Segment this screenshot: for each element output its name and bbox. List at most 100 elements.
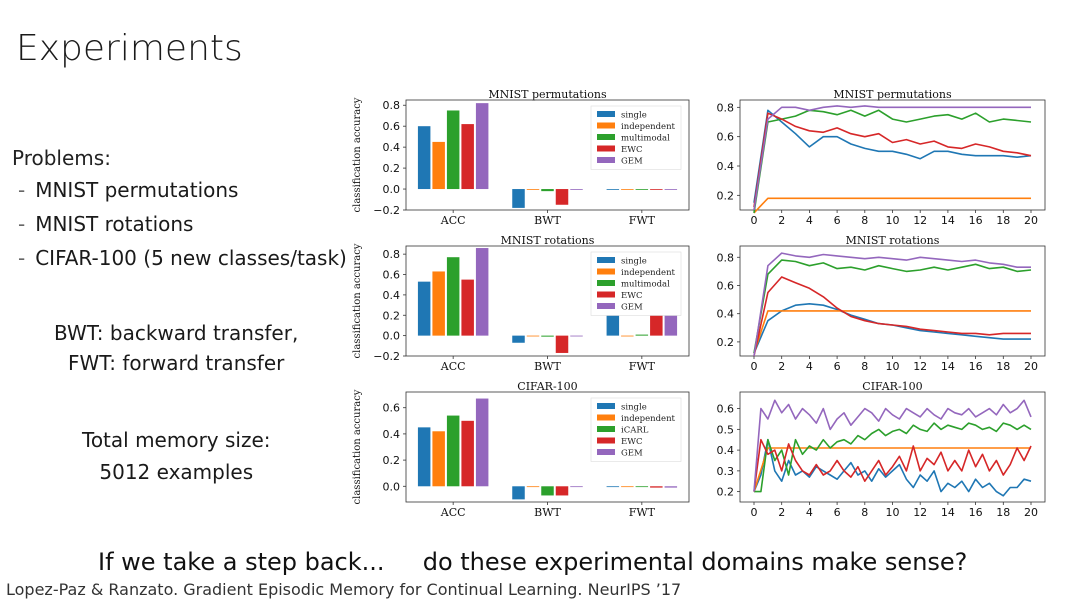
bar: [417, 281, 431, 336]
legend-swatch: [597, 426, 615, 432]
list-item: - MNIST rotations: [18, 212, 194, 236]
series-line: [753, 438, 1032, 497]
chart-title: MNIST permutations: [833, 88, 952, 101]
y-tick-label: 0.4: [383, 141, 401, 154]
bar: [650, 189, 663, 190]
series-line: [753, 105, 1031, 211]
bar: [635, 334, 649, 336]
series-line: [753, 252, 1031, 357]
y-axis-label: classification accuracy: [352, 97, 363, 212]
question-part-b: do these experimental domains make sense…: [422, 548, 968, 576]
line-chart-mnist-rotations: MNIST rotations 0.2 0.4 0.6 0.8 0 2 4 6 8 10 12 14 16…: [717, 234, 1046, 373]
x-tick-label: 8: [861, 360, 868, 373]
y-tick-label: 0.0: [383, 330, 401, 343]
legend-swatch: [597, 291, 615, 298]
y-tick-label: 0.8: [717, 251, 735, 264]
legend-swatch: [597, 257, 615, 263]
legend-swatch: [597, 145, 615, 152]
legend-swatch: [597, 449, 615, 455]
series-line: [753, 438, 1032, 492]
legend-label: single: [621, 111, 647, 121]
y-tick-label: 0.6: [717, 131, 735, 144]
x-tick-label: 14: [941, 360, 955, 373]
bar: [621, 189, 634, 190]
list-item: - MNIST permutations: [18, 178, 239, 202]
category-label: ACC: [440, 214, 466, 227]
x-tick-label: 4: [806, 214, 813, 227]
bar: [650, 486, 663, 488]
legend-label: single: [621, 257, 647, 267]
series-line: [753, 112, 1032, 208]
category-label: FWT: [629, 360, 656, 373]
problems-heading: Problems:: [12, 146, 111, 170]
y-tick-label: 0.2: [383, 162, 401, 175]
x-tick-label: 12: [913, 214, 927, 227]
category-label: BWT: [534, 506, 561, 519]
series-line: [753, 447, 1031, 492]
series-line: [753, 276, 1031, 357]
x-tick-label: 4: [806, 506, 813, 519]
bar: [417, 126, 431, 190]
x-tick-label: 0: [751, 506, 758, 519]
closing-question: If we take a step back... do these exper…: [98, 548, 967, 576]
y-tick-label: 0.2: [717, 336, 735, 349]
y-tick-label: 0.2: [717, 189, 735, 202]
x-tick-label: 16: [969, 360, 983, 373]
y-tick-label: 0.8: [383, 248, 401, 261]
legend-swatch: [597, 303, 615, 309]
category-label: BWT: [534, 360, 561, 373]
question-part-a: If we take a step back...: [98, 548, 385, 576]
x-tick-label: 6: [834, 214, 841, 227]
bar-chart-mnist-permutations: MNIST permutations −0.2 0.0 0.2 0.4 0.6 0.8 cla…: [352, 88, 690, 227]
bar: [541, 486, 554, 496]
legend-label: EWC: [621, 291, 642, 301]
legend-label: multimodal: [621, 134, 670, 144]
problem-label: MNIST permutations: [35, 178, 239, 202]
chart-title: MNIST rotations: [501, 234, 595, 247]
category-label: FWT: [629, 214, 656, 227]
legend-label: iCARL: [621, 426, 649, 436]
legend-swatch: [597, 280, 615, 286]
bar: [432, 271, 445, 336]
y-tick-label: 0.2: [383, 454, 401, 467]
legend-label: independent: [621, 414, 676, 424]
x-tick-label: 10: [886, 214, 900, 227]
series-line: [753, 197, 1031, 214]
bar: [526, 189, 540, 190]
legend-label: EWC: [621, 145, 642, 155]
bar: [461, 124, 474, 190]
y-tick-label: 0.6: [383, 402, 401, 415]
bar: [635, 189, 649, 190]
legend-label: GEM: [621, 157, 643, 167]
bar: [635, 486, 649, 488]
x-tick-label: 0: [751, 214, 758, 227]
bar: [475, 248, 489, 336]
bar: [664, 486, 678, 488]
y-tick-label: −0.2: [373, 350, 400, 363]
y-tick-label: 0.4: [383, 289, 401, 302]
bar-chart-mnist-rotations: MNIST rotations −0.2 0.0 0.2 0.4 0.6 0.8 classi…: [352, 234, 690, 373]
y-tick-label: 0.6: [717, 279, 735, 292]
bar: [621, 486, 634, 488]
y-tick-label: 0.6: [717, 403, 735, 416]
legend-swatch: [597, 134, 615, 140]
bwt-definition: BWT: backward transfer,: [54, 321, 299, 345]
x-tick-label: 20: [1024, 214, 1038, 227]
list-item: - CIFAR-100 (5 new classes/task): [18, 246, 347, 270]
chart-title: MNIST rotations: [846, 234, 940, 247]
bar: [512, 335, 525, 343]
x-tick-label: 2: [778, 214, 785, 227]
bar-chart-cifar100: CIFAR-100 0.0 0.2 0.4 0.6 classification accu…: [352, 380, 690, 519]
x-tick-label: 2: [778, 506, 785, 519]
x-tick-label: 10: [886, 506, 900, 519]
problems-list: - MNIST permutations - MNIST rotations - CI…: [18, 176, 347, 278]
chart-title: CIFAR-100: [517, 380, 577, 393]
series-line: [753, 310, 1031, 354]
category-label: ACC: [440, 506, 466, 519]
x-tick-label: 0: [751, 360, 758, 373]
slide-title: Experiments: [16, 28, 243, 69]
legend-swatch: [597, 157, 615, 163]
x-tick-label: 16: [969, 214, 983, 227]
y-tick-label: 0.5: [717, 423, 735, 436]
y-axis-label: classification accuracy: [352, 389, 363, 504]
